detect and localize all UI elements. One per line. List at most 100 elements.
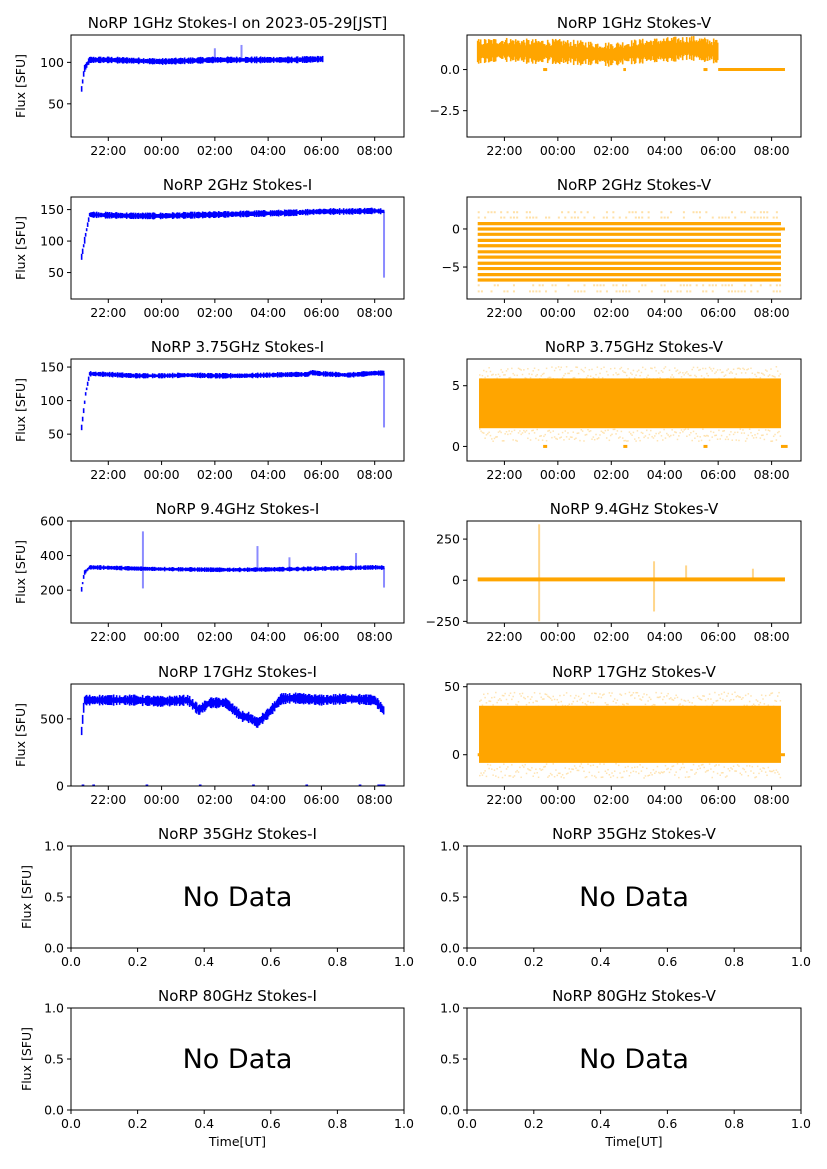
y-tick-label: 100 bbox=[40, 55, 64, 70]
data-point bbox=[753, 216, 756, 219]
data-point bbox=[619, 772, 621, 774]
plot-area bbox=[80, 692, 386, 786]
data-point bbox=[572, 431, 575, 433]
data-point bbox=[679, 284, 682, 287]
data-point bbox=[643, 693, 645, 695]
data-point bbox=[648, 377, 651, 380]
data-point bbox=[612, 211, 615, 214]
data-point bbox=[509, 376, 512, 379]
data-point bbox=[577, 372, 580, 375]
data-point bbox=[571, 703, 573, 705]
data-point bbox=[691, 368, 693, 371]
data-point bbox=[635, 440, 637, 442]
data-point bbox=[738, 765, 740, 767]
data-point bbox=[556, 378, 559, 380]
data-point bbox=[600, 368, 603, 370]
data-point bbox=[678, 435, 680, 437]
data-point bbox=[563, 374, 565, 377]
data-point bbox=[683, 699, 685, 702]
x-tick-label: 02:00 bbox=[197, 629, 233, 644]
data-point bbox=[485, 702, 488, 704]
data-point bbox=[690, 705, 692, 708]
data-point bbox=[519, 368, 521, 370]
data-point bbox=[676, 763, 679, 765]
x-tick-label: 22:00 bbox=[486, 792, 522, 807]
data-point bbox=[682, 431, 684, 433]
data-point bbox=[734, 431, 736, 434]
data-point bbox=[714, 765, 716, 767]
data-point bbox=[529, 769, 532, 772]
data-point bbox=[704, 699, 707, 702]
data-point bbox=[636, 691, 639, 694]
data-point bbox=[545, 290, 548, 293]
data-point bbox=[679, 432, 681, 434]
data-point bbox=[678, 372, 680, 375]
data-point bbox=[654, 435, 656, 437]
data-point bbox=[551, 436, 553, 439]
data-point bbox=[743, 284, 746, 287]
data-point bbox=[589, 764, 592, 767]
data-point bbox=[555, 367, 557, 369]
data-point bbox=[489, 434, 492, 437]
data-point bbox=[597, 771, 600, 773]
data-point bbox=[545, 216, 548, 219]
data-point bbox=[576, 366, 579, 369]
data-point bbox=[619, 693, 621, 695]
data-point bbox=[768, 374, 771, 376]
data-point bbox=[620, 366, 623, 369]
panel-35ghz-v: No Data NoRP 35GHz Stokes-V 0.0 0.5 1.0 0.0 0.… bbox=[440, 825, 811, 969]
data-point bbox=[664, 366, 667, 368]
x-tick-label: 00:00 bbox=[144, 305, 180, 320]
data-point bbox=[628, 211, 631, 214]
data-point bbox=[692, 696, 695, 699]
data-point bbox=[596, 766, 599, 768]
x-tick-label: 0.2 bbox=[524, 1116, 544, 1131]
x-tick-label: 06:00 bbox=[700, 629, 736, 644]
data-point bbox=[668, 698, 671, 700]
data-point bbox=[759, 376, 762, 379]
data-point bbox=[560, 366, 563, 369]
data-point bbox=[707, 698, 709, 700]
data-point bbox=[722, 430, 724, 432]
data-point bbox=[647, 211, 650, 214]
data-point bbox=[763, 767, 766, 770]
data-point bbox=[723, 429, 726, 432]
data-point bbox=[627, 440, 629, 442]
data-point bbox=[532, 216, 535, 219]
data-point bbox=[743, 368, 746, 371]
data-point bbox=[573, 765, 576, 767]
data-point bbox=[569, 370, 572, 372]
data-point bbox=[644, 435, 647, 437]
x-axis-label: Time[UT] bbox=[208, 1134, 266, 1149]
data-point bbox=[541, 439, 544, 441]
data-point bbox=[589, 430, 592, 432]
data-point bbox=[762, 373, 764, 375]
data-point bbox=[507, 766, 509, 768]
panel-17ghz-i: NoRP 17GHz Stokes-I 0 500 22:00 00:00 02:00 04… bbox=[13, 663, 405, 807]
data-point bbox=[640, 431, 643, 434]
data-point bbox=[638, 369, 640, 371]
data-point bbox=[535, 375, 537, 377]
panel-1ghz-i: NoRP 1GHz Stokes-I on 2023-05-29[JST] 50 1… bbox=[13, 14, 405, 158]
data-point bbox=[496, 768, 498, 770]
data-point bbox=[497, 699, 500, 701]
data-point bbox=[586, 211, 589, 214]
data-point bbox=[774, 699, 776, 702]
data-point bbox=[738, 367, 740, 369]
data-point bbox=[700, 764, 703, 766]
data-point bbox=[581, 766, 584, 769]
plot-area bbox=[476, 36, 785, 72]
data-point bbox=[503, 695, 505, 697]
data-point bbox=[643, 377, 645, 380]
data-point bbox=[524, 431, 526, 433]
data-point bbox=[698, 697, 700, 700]
data-point bbox=[679, 290, 682, 293]
data-point bbox=[621, 370, 624, 372]
x-tick-label: 00:00 bbox=[540, 792, 576, 807]
data-point bbox=[739, 368, 742, 370]
data-point bbox=[671, 698, 673, 701]
data-point bbox=[573, 438, 576, 441]
x-tick-label: 00:00 bbox=[144, 792, 180, 807]
data-point bbox=[755, 699, 758, 701]
data-point bbox=[710, 368, 712, 370]
